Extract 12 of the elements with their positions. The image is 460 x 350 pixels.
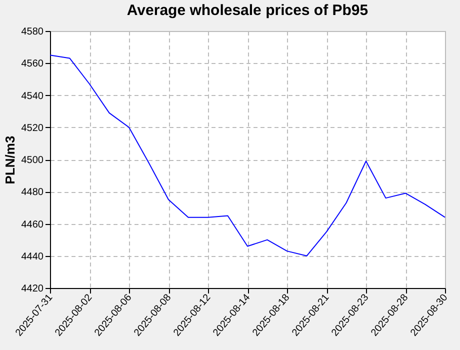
y-tick-label: 4560 [21,58,44,70]
y-tick-label: 4580 [21,26,44,38]
line-series [50,54,446,256]
y-tick-label: 4460 [21,219,44,230]
y-tick-label: 4420 [21,284,44,294]
y-tick-label: 4500 [21,155,44,166]
y-tick-label: 4540 [21,90,44,102]
chart-title: Average wholesale prices of Pb95 [126,2,368,19]
y-axis-title: PLN/m3 [2,136,18,184]
y-tick-label: 4480 [21,187,44,198]
y-tick-label: 4440 [21,251,44,262]
y-tick-label: 4520 [21,122,44,134]
